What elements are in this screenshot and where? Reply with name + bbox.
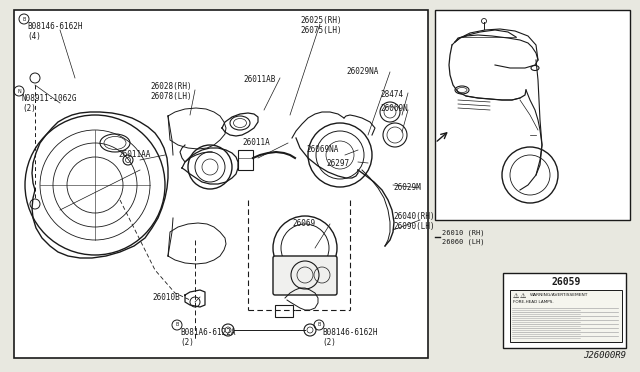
Text: N: N bbox=[17, 89, 21, 93]
Text: 26011AA: 26011AA bbox=[118, 150, 150, 159]
Text: 26060 (LH): 26060 (LH) bbox=[442, 239, 484, 245]
Text: FORE-HEAD LAMPS.: FORE-HEAD LAMPS. bbox=[513, 300, 554, 304]
Text: 26069NA: 26069NA bbox=[306, 145, 339, 154]
Bar bbox=[435, 10, 630, 220]
Text: 28474: 28474 bbox=[380, 90, 403, 99]
Text: 26028(RH)
26078(LH): 26028(RH) 26078(LH) bbox=[150, 82, 191, 102]
Text: ⚠: ⚠ bbox=[513, 293, 519, 299]
Text: B: B bbox=[317, 323, 321, 327]
Text: B081A6-6122A
(2): B081A6-6122A (2) bbox=[180, 328, 236, 347]
Text: B: B bbox=[22, 16, 26, 22]
Text: 26040(RH)
26090(LH): 26040(RH) 26090(LH) bbox=[393, 212, 435, 231]
Text: 26029NA: 26029NA bbox=[346, 67, 378, 76]
Text: 26010 (RH): 26010 (RH) bbox=[442, 230, 484, 236]
Bar bbox=[275, 305, 293, 317]
Text: 26010B: 26010B bbox=[152, 293, 180, 302]
FancyBboxPatch shape bbox=[273, 256, 337, 295]
Bar bbox=[14, 10, 428, 358]
Text: B08146-6162H
(2): B08146-6162H (2) bbox=[322, 328, 378, 347]
Text: ⚠: ⚠ bbox=[520, 293, 526, 299]
Text: N08911-1062G
(2): N08911-1062G (2) bbox=[22, 94, 77, 113]
Bar bbox=[503, 273, 626, 348]
Text: B: B bbox=[175, 323, 179, 327]
Text: 26069N: 26069N bbox=[380, 104, 408, 113]
Bar bbox=[510, 290, 622, 342]
Text: 26011A: 26011A bbox=[242, 138, 269, 147]
Text: J26000R9: J26000R9 bbox=[583, 351, 626, 360]
Text: 26011AB: 26011AB bbox=[243, 75, 275, 84]
Text: 26069: 26069 bbox=[292, 219, 315, 228]
Text: WARNING/AVERTISSEMENT: WARNING/AVERTISSEMENT bbox=[530, 293, 588, 297]
Text: 26029M: 26029M bbox=[393, 183, 420, 192]
Text: B08146-6162H
(4): B08146-6162H (4) bbox=[27, 22, 83, 41]
Bar bbox=[238, 150, 253, 170]
Text: 26297: 26297 bbox=[326, 159, 349, 168]
Text: 26025(RH)
26075(LH): 26025(RH) 26075(LH) bbox=[300, 16, 342, 35]
Text: 26059: 26059 bbox=[551, 277, 580, 287]
